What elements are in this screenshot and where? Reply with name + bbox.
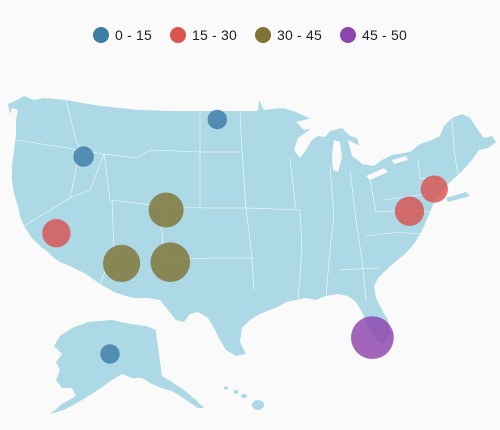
map-bubble[interactable] [42, 219, 71, 248]
map-bubble[interactable] [100, 344, 120, 364]
land-layer [8, 96, 496, 414]
alaska-shape[interactable] [50, 320, 204, 414]
map-bubble[interactable] [148, 192, 184, 228]
legend-label: 30 - 45 [277, 27, 322, 43]
map-bubble[interactable] [394, 196, 425, 226]
alaska-borders [155, 329, 159, 347]
hawaii-island-shape[interactable] [252, 400, 264, 410]
hawaii-island-shape[interactable] [233, 390, 239, 394]
legend-item-15-30[interactable]: 15 - 30 [170, 27, 237, 43]
bubble-layer [42, 109, 448, 364]
long-island-shape[interactable] [446, 192, 470, 202]
legend-swatch-15-30 [170, 27, 186, 43]
legend: 0 - 15 15 - 30 30 - 45 45 - 50 [0, 24, 500, 46]
map-bubble[interactable] [73, 146, 94, 167]
map-bubble[interactable] [207, 109, 227, 130]
map-bubble[interactable] [150, 242, 191, 282]
legend-swatch-45-50 [340, 27, 356, 43]
lake-michigan-shape [332, 140, 342, 172]
lake-erie-shape [366, 168, 388, 180]
lake-huron-shape [348, 140, 366, 162]
legend-label: 45 - 50 [362, 27, 407, 43]
legend-item-45-50[interactable]: 45 - 50 [340, 27, 407, 43]
map-bubble[interactable] [420, 175, 448, 203]
lake-ontario-shape [392, 156, 408, 164]
hawaii-island-shape[interactable] [241, 394, 247, 398]
legend-label: 0 - 15 [115, 27, 152, 43]
lake-superior-shape [296, 118, 336, 130]
map-bubble[interactable] [103, 244, 141, 282]
contiguous-us-shape[interactable] [8, 96, 496, 356]
hawaii-island-shape[interactable] [224, 386, 228, 390]
map-bubble[interactable] [351, 316, 394, 359]
legend-label: 15 - 30 [192, 27, 237, 43]
legend-swatch-0-15 [93, 27, 109, 43]
legend-item-0-15[interactable]: 0 - 15 [93, 27, 152, 43]
state-borders [15, 99, 459, 301]
legend-swatch-30-45 [255, 27, 271, 43]
great-lakes [296, 118, 408, 180]
legend-item-30-45[interactable]: 30 - 45 [255, 27, 322, 43]
